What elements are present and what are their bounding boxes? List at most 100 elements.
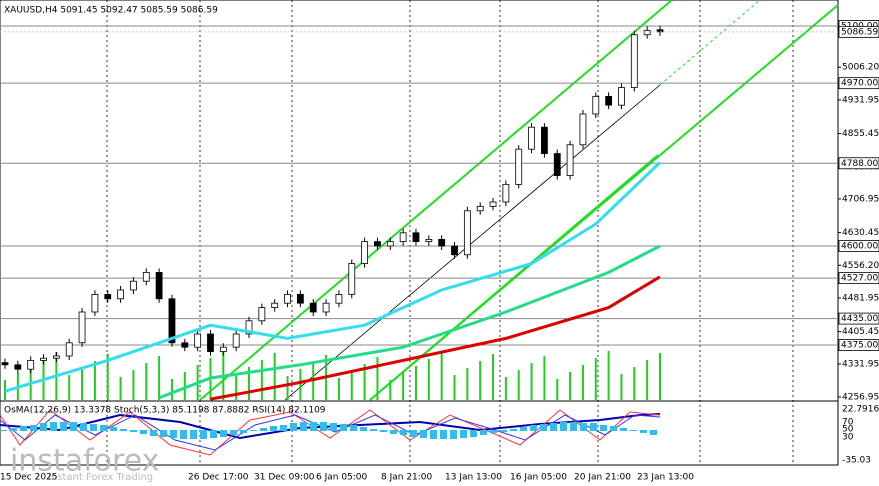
- osma-bar: [600, 425, 607, 431]
- osma-bar: [390, 430, 397, 434]
- candle: [476, 205, 484, 212]
- candle: [219, 346, 227, 352]
- level-label: 4788.00: [841, 159, 878, 169]
- volume-bar: [170, 379, 173, 400]
- candle: [296, 293, 304, 304]
- volume-bar: [299, 369, 302, 400]
- candle: [91, 293, 99, 313]
- osma-bar: [270, 426, 277, 431]
- candle: [104, 293, 112, 300]
- candle: [643, 29, 651, 36]
- x-tick-label: 15 Dec 2025: [0, 473, 58, 483]
- indicator-axis-label: -35.03: [842, 456, 871, 466]
- y-tick-label: 4256.95: [842, 392, 879, 402]
- osma-bar: [130, 430, 137, 432]
- osma-bar: [160, 430, 167, 437]
- candle: [194, 333, 202, 348]
- candle: [142, 271, 150, 282]
- volume-bar: [273, 353, 276, 400]
- candle: [553, 153, 561, 176]
- volume-bar: [659, 353, 661, 400]
- candle: [592, 95, 600, 115]
- x-tick-label: 20 Jan 21:00: [574, 473, 631, 483]
- volume-bar: [466, 368, 469, 400]
- x-tick-label: 31 Dec 09:00: [254, 473, 315, 483]
- candle: [52, 355, 60, 359]
- osma-bar: [490, 430, 497, 433]
- volume-bar: [260, 360, 263, 400]
- osma-bar: [420, 430, 427, 438]
- candle: [348, 263, 356, 295]
- volume-bar: [248, 367, 251, 400]
- osma-bar: [180, 430, 187, 439]
- osma-bar: [640, 430, 647, 433]
- y-tick-label: 4556.20: [842, 261, 879, 271]
- symbol-title: XAUUSD,H4 5091.45 5092.47 5085.59 5086.5…: [4, 6, 218, 16]
- volume-bar: [479, 361, 482, 400]
- osma-bar: [440, 430, 447, 439]
- osma-bar: [580, 423, 587, 431]
- osma-bar: [320, 422, 327, 431]
- moving-average: [210, 275, 661, 401]
- level-box: [838, 339, 879, 351]
- candle: [579, 113, 587, 146]
- candle: [489, 201, 497, 207]
- level-label: 4375.00: [841, 340, 878, 350]
- level-box: [838, 77, 879, 90]
- volume-bar: [68, 375, 71, 400]
- trend-extension: [659, 0, 761, 86]
- volume-bar: [350, 371, 353, 400]
- osma-bar: [350, 425, 357, 431]
- volume-bar: [607, 351, 610, 400]
- osma-bar: [60, 422, 67, 431]
- volume-bar: [145, 363, 148, 400]
- volume-bar: [402, 373, 405, 400]
- trend-line: [284, 84, 661, 401]
- y-tick-label: 4706.95: [842, 194, 879, 204]
- volume-bar: [106, 354, 109, 400]
- osma-bar: [540, 424, 547, 431]
- indicator-title: OsMA(12,26,9) 13.3378 Stoch(5,3,3) 85.11…: [4, 406, 326, 416]
- candle: [322, 302, 330, 313]
- candle: [361, 241, 369, 264]
- candle: [258, 307, 266, 322]
- candle: [438, 238, 446, 247]
- volume-bar: [337, 378, 340, 400]
- volume-bar: [530, 363, 533, 400]
- candle: [412, 232, 420, 242]
- osma-bar: [310, 422, 317, 431]
- osma-bar: [90, 424, 97, 431]
- osma-bar: [570, 422, 577, 431]
- moving-average: [158, 244, 661, 400]
- y-tick-label: 4481.95: [842, 293, 879, 303]
- osma-bar: [210, 430, 217, 438]
- volume-bar: [453, 375, 456, 400]
- candle: [463, 210, 471, 256]
- volume-bar: [517, 370, 520, 400]
- level-label: 4527.00: [841, 274, 878, 284]
- level-label: 4600.00: [841, 241, 878, 251]
- osma-bar: [380, 430, 387, 432]
- osma-bar: [590, 423, 597, 431]
- candle: [284, 293, 291, 304]
- candle: [271, 302, 279, 308]
- volume-bar: [376, 357, 379, 400]
- volume-bar: [620, 374, 623, 400]
- indicator-axis-label: 22.7916: [842, 405, 879, 415]
- osma-bar: [550, 423, 557, 431]
- osma-bar: [230, 430, 237, 435]
- osma-bar: [650, 430, 657, 435]
- candle: [207, 333, 214, 352]
- osma-bar: [360, 427, 367, 431]
- candle: [425, 238, 433, 242]
- osma-bar: [370, 429, 377, 431]
- candle: [618, 87, 625, 106]
- osma-bar: [530, 425, 537, 431]
- osma-bar: [200, 430, 207, 439]
- candle: [181, 342, 189, 348]
- osma-bar: [190, 430, 197, 439]
- candle: [130, 280, 137, 291]
- candle: [515, 148, 523, 185]
- watermark-tagline: Instant Forex Trading: [48, 472, 153, 483]
- candle: [541, 126, 548, 154]
